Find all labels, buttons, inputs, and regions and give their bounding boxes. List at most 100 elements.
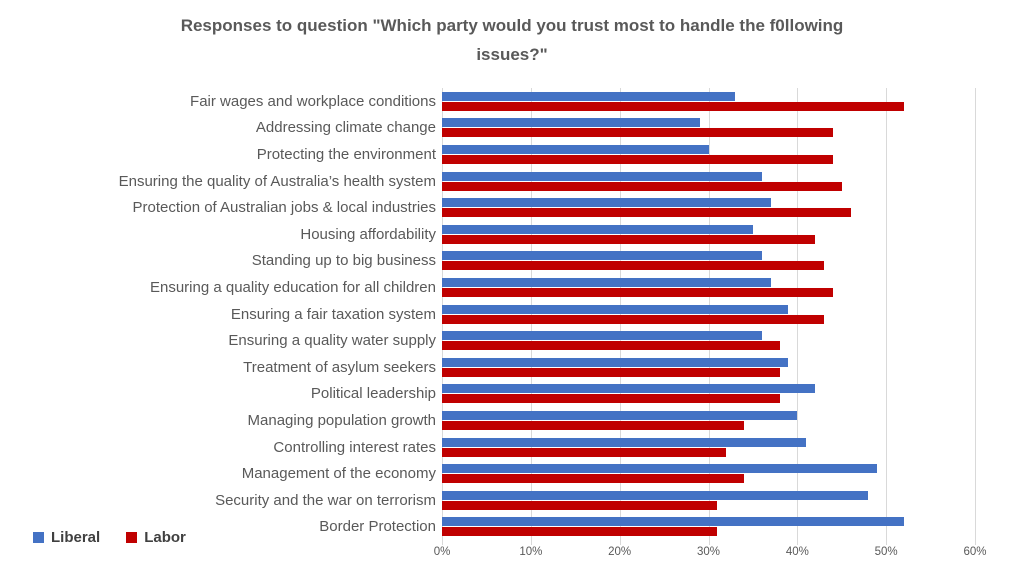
category-label: Protection of Australian jobs & local in… <box>132 199 437 217</box>
bar-labor <box>442 527 718 537</box>
bar-liberal <box>442 91 736 101</box>
gridline <box>975 88 976 540</box>
legend-swatch-labor <box>126 532 138 543</box>
bar-group <box>442 115 975 142</box>
bar-labor <box>442 181 842 191</box>
bar-group <box>442 88 975 115</box>
bar-labor <box>442 394 780 404</box>
axis-tick <box>975 540 976 545</box>
category-label: Controlling interest rates <box>273 438 436 456</box>
category-row: Protecting the environment <box>0 141 1024 168</box>
bar-group <box>442 301 975 328</box>
category-label: Ensuring a quality education for all chi… <box>149 278 436 296</box>
bar-group <box>442 434 975 461</box>
bar-liberal <box>442 144 709 154</box>
bar-group <box>442 460 975 487</box>
bar-liberal <box>442 437 807 447</box>
category-row: Housing affordability <box>0 221 1024 248</box>
bar-labor <box>442 287 833 297</box>
x-axis-tick-label: 0% <box>433 546 451 558</box>
category-row: Ensuring the quality of Australia’s heal… <box>0 168 1024 195</box>
bar-group <box>442 194 975 221</box>
bar-group <box>442 248 975 275</box>
bar-group <box>442 168 975 195</box>
chart-rows: Fair wages and workplace conditions Addre… <box>0 88 1024 540</box>
legend-label: Labor <box>144 529 186 546</box>
x-axis-tick-label: 20% <box>608 546 632 558</box>
axis-tick <box>886 540 888 545</box>
x-axis-tick-label: 50% <box>874 546 898 558</box>
bar-labor <box>442 420 745 430</box>
x-axis-tick-label: 10% <box>519 546 543 558</box>
category-label: Ensuring a quality water supply <box>228 332 436 350</box>
legend-item-liberal: Liberal <box>33 529 100 546</box>
bar-labor <box>442 314 824 324</box>
x-axis: 0% 10% 20% 30% 40% 50% 60% <box>434 546 987 560</box>
bar-liberal <box>442 410 798 420</box>
legend: Liberal Labor <box>33 529 186 546</box>
gridline <box>708 88 710 540</box>
category-label: Treatment of asylum seekers <box>243 358 436 376</box>
bar-liberal <box>442 224 753 234</box>
category-row: Border Protection <box>0 514 1024 541</box>
category-row: Ensuring a quality water supply <box>0 327 1024 354</box>
bar-liberal <box>442 198 771 208</box>
bar-labor <box>442 447 727 457</box>
bar-labor <box>442 208 851 218</box>
category-label: Border Protection <box>319 518 436 536</box>
axis-tick <box>708 540 710 545</box>
axis-tick <box>797 540 799 545</box>
gridline <box>442 88 443 540</box>
category-row: Addressing climate change <box>0 115 1024 142</box>
gridline <box>530 88 532 540</box>
category-label: Security and the war on terrorism <box>215 491 436 509</box>
category-label: Protecting the environment <box>256 145 436 163</box>
bar-group <box>442 514 975 541</box>
category-label: Ensuring a fair taxation system <box>230 305 436 323</box>
bar-liberal <box>442 464 878 474</box>
bar-labor <box>442 261 824 271</box>
bar-group <box>442 221 975 248</box>
bar-liberal <box>442 304 789 314</box>
category-row: Standing up to big business <box>0 248 1024 275</box>
category-label: Addressing climate change <box>255 119 436 137</box>
category-row: Protection of Australian jobs & local in… <box>0 194 1024 221</box>
category-row: Political leadership <box>0 381 1024 408</box>
bar-group <box>442 141 975 168</box>
bar-group <box>442 381 975 408</box>
gridline <box>619 88 621 540</box>
gridline <box>797 88 799 540</box>
chart-title: Responses to question "Which party would… <box>180 16 844 64</box>
category-label: Managing population growth <box>247 411 436 429</box>
bar-group <box>442 354 975 381</box>
bar-liberal <box>442 490 869 500</box>
bar-group <box>442 487 975 514</box>
category-label: Management of the economy <box>241 465 436 483</box>
bar-liberal <box>442 331 762 341</box>
category-label: Standing up to big business <box>251 252 436 270</box>
bar-labor <box>442 367 780 377</box>
x-axis-tick-label: 30% <box>696 546 721 558</box>
category-row: Ensuring a fair taxation system <box>0 301 1024 328</box>
bar-liberal <box>442 251 762 261</box>
bar-group <box>442 274 975 301</box>
bar-labor <box>442 128 833 138</box>
axis-tick <box>530 540 532 545</box>
legend-item-labor: Labor <box>126 529 186 546</box>
bar-group <box>442 327 975 354</box>
category-row: Security and the war on terrorism <box>0 487 1024 514</box>
category-row: Management of the economy <box>0 460 1024 487</box>
category-row: Managing population growth <box>0 407 1024 434</box>
bar-labor <box>442 474 745 484</box>
bar-liberal <box>442 357 789 367</box>
category-row: Ensuring a quality education for all chi… <box>0 274 1024 301</box>
category-label: Housing affordability <box>300 225 436 243</box>
category-row: Treatment of asylum seekers <box>0 354 1024 381</box>
plot-area <box>442 88 976 545</box>
category-label: Ensuring the quality of Australia’s heal… <box>118 172 436 190</box>
bar-liberal <box>442 277 771 287</box>
bar-liberal <box>442 118 700 128</box>
category-label: Fair wages and workplace conditions <box>190 92 436 110</box>
gridline <box>886 88 888 540</box>
